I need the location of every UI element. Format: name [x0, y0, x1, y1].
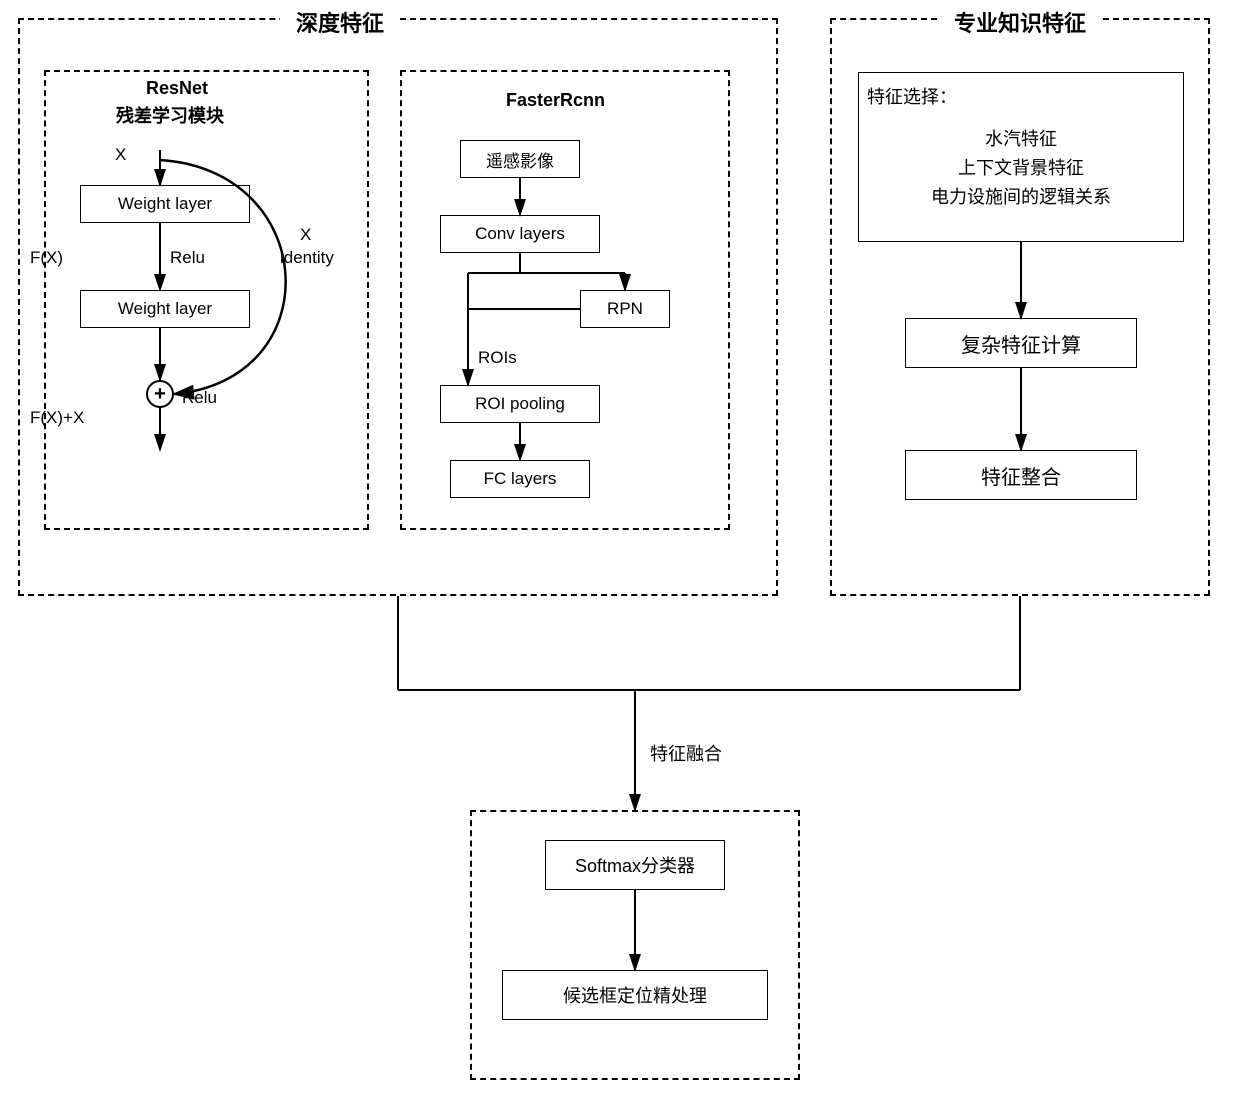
expert-selection-box: 特征选择： 水汽特征 上下文背景特征 电力设施间的逻辑关系 [858, 72, 1184, 242]
frcnn-fc-box: FC layers [450, 460, 590, 498]
frcnn-roipool-label: ROI pooling [475, 394, 565, 414]
frcnn-conv-label: Conv layers [475, 224, 565, 244]
refine-label: 候选框定位精处理 [563, 982, 707, 1008]
resnet-fxx-label: F(X)+X [30, 408, 84, 428]
frcnn-title: FasterRcnn [500, 90, 611, 111]
frcnn-conv-box: Conv layers [440, 215, 600, 253]
resnet-relu-1-label: Relu [170, 248, 205, 268]
expert-feature-1: 水汽特征 [867, 125, 1175, 154]
frcnn-rpn-box: RPN [580, 290, 670, 328]
resnet-identity-x-label: X [300, 225, 311, 245]
expert-feature-2: 上下文背景特征 [867, 154, 1175, 183]
resnet-relu-2-label: Relu [182, 388, 217, 408]
expert-calc-box: 复杂特征计算 [905, 318, 1137, 368]
expert-integ-box: 特征整合 [905, 450, 1137, 500]
resnet-weight-layer-2-label: Weight layer [118, 299, 212, 319]
frcnn-fc-label: FC layers [484, 469, 557, 489]
expert-feature-title: 专业知识特征 [940, 6, 1100, 38]
resnet-weight-layer-2: Weight layer [80, 290, 250, 328]
resnet-title-2: 残差学习模块 [110, 102, 230, 128]
softmax-box: Softmax分类器 [545, 840, 725, 890]
expert-integ-label: 特征整合 [981, 461, 1061, 490]
resnet-fx-label: F(X) [30, 248, 63, 268]
resnet-weight-layer-1: Weight layer [80, 185, 250, 223]
frcnn-image-label: 遥感影像 [486, 147, 554, 172]
frcnn-roipool-box: ROI pooling [440, 385, 600, 423]
resnet-x-label: X [115, 145, 126, 165]
fusion-label: 特征融合 [650, 740, 722, 766]
deep-feature-title: 深度特征 [280, 6, 400, 38]
resnet-identity-label: identity [280, 248, 334, 268]
resnet-weight-layer-1-label: Weight layer [118, 194, 212, 214]
expert-selection-title: 特征选择： [867, 83, 1175, 109]
frcnn-image-box: 遥感影像 [460, 140, 580, 178]
frcnn-rois-label: ROIs [478, 348, 517, 368]
expert-calc-label: 复杂特征计算 [961, 329, 1081, 358]
resnet-title-1: ResNet [140, 78, 214, 99]
plus-icon: + [154, 383, 166, 406]
resnet-plus-node: + [146, 380, 174, 408]
frcnn-rpn-label: RPN [607, 299, 643, 319]
softmax-label: Softmax分类器 [575, 852, 695, 878]
expert-feature-3: 电力设施间的逻辑关系 [867, 183, 1175, 212]
refine-box: 候选框定位精处理 [502, 970, 768, 1020]
